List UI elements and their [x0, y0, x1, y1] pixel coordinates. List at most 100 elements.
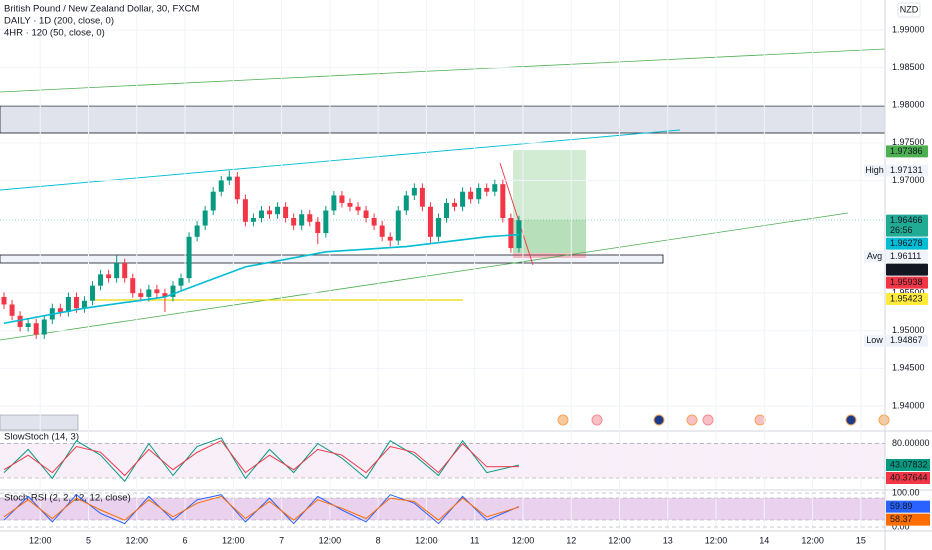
value-badge	[886, 513, 930, 526]
x-tick-label: 12:00	[801, 535, 824, 545]
y-tick-label: 1.97500	[892, 137, 925, 147]
stop-zone	[513, 253, 586, 258]
value-badge-label: 40.37644	[890, 472, 928, 482]
candle-body	[355, 206, 361, 211]
price-value: 1.96067	[890, 264, 923, 274]
zone	[0, 414, 79, 431]
currency-box[interactable]	[897, 2, 921, 18]
candle-body	[500, 184, 506, 219]
price-badge	[886, 214, 928, 237]
x-tick-label: 6	[183, 535, 188, 545]
stoch-band	[0, 498, 885, 520]
candle-body	[106, 274, 112, 279]
candle-body	[234, 176, 240, 200]
value-badge-label: 59.89	[890, 501, 913, 511]
candle-body	[41, 319, 47, 335]
price-badge	[886, 292, 928, 305]
candle-body	[339, 195, 345, 203]
y-tick-label: 1.99000	[892, 24, 925, 34]
x-tick-label: 7	[279, 535, 284, 545]
candle-body	[460, 191, 466, 207]
candle-body	[468, 191, 474, 200]
candle-body	[218, 180, 224, 192]
trend-line	[0, 212, 849, 341]
candle-body	[371, 218, 377, 226]
y-tick-label: 1.95500	[892, 288, 925, 298]
candle-body	[146, 289, 152, 297]
x-tick-label: 15	[856, 535, 866, 545]
candle-body	[162, 293, 168, 297]
x-tick-label: 12	[566, 535, 576, 545]
candle-body	[283, 206, 289, 219]
x-tick-label: 12:00	[512, 535, 535, 545]
x-tick-label: 12:00	[608, 535, 631, 545]
event-icon[interactable]	[557, 414, 569, 426]
event-icon[interactable]	[591, 414, 603, 426]
candle-body	[210, 191, 216, 211]
y-tick-label: 1.98500	[892, 62, 925, 72]
candle-body	[403, 195, 409, 211]
candle-body	[508, 218, 514, 249]
pane-title: Stoch RSI (2, 2, 12, 12, close)	[4, 493, 131, 504]
event-icon[interactable]	[754, 414, 766, 426]
x-tick-label: 5	[86, 535, 91, 545]
event-icon[interactable]	[653, 414, 665, 426]
currency: NZD	[900, 4, 919, 14]
candle-body	[25, 323, 31, 328]
candle-body	[202, 210, 208, 226]
candle-body	[307, 214, 313, 222]
price-badge	[886, 276, 928, 289]
candle-body	[98, 274, 104, 286]
candle-body	[484, 187, 490, 192]
oscillator-line	[3, 495, 520, 521]
x-tick-label: 12:00	[222, 535, 245, 545]
candle-body	[315, 221, 321, 234]
event-icon[interactable]	[686, 414, 698, 426]
event-icon[interactable]	[878, 414, 890, 426]
event-icon[interactable]	[702, 414, 714, 426]
candle-body	[275, 206, 281, 215]
candle-body	[114, 263, 120, 279]
price-tag-box	[864, 164, 885, 177]
price-badge	[886, 263, 928, 276]
x-tick-label: 11	[470, 535, 479, 545]
value-badge-label: 43.07832	[890, 459, 928, 469]
x-tick-label: 12:00	[319, 535, 342, 545]
price-badge	[886, 164, 928, 177]
price-badge	[886, 237, 928, 250]
x-tick-label: 12:00	[126, 535, 149, 545]
price-value: 1.95423	[890, 293, 923, 303]
price-tag-box	[864, 334, 885, 347]
candle-body	[130, 278, 136, 294]
candle-body	[242, 199, 248, 222]
indicator-label: 4HR · 120 (50, close, 0)	[4, 28, 105, 39]
candle-body	[250, 218, 256, 222]
y-tick-label: 1.94000	[892, 400, 925, 410]
candle-body	[299, 214, 305, 226]
candle-body	[90, 285, 96, 301]
price-value: 1.96278	[890, 238, 923, 248]
pane-title: SlowStoch (14, 3)	[4, 432, 79, 443]
candle-body	[323, 210, 329, 234]
price-value: 1.96466	[890, 215, 923, 225]
value-badge	[886, 472, 930, 485]
event-icon[interactable]	[845, 414, 857, 426]
candle-body	[9, 304, 15, 316]
event-icons	[557, 414, 890, 426]
value-badge	[886, 459, 930, 472]
price-value: 1.95938	[890, 277, 923, 287]
price-badge	[886, 334, 928, 347]
candle-body	[1, 296, 7, 305]
candle-body	[387, 236, 393, 241]
candle-body	[122, 263, 128, 279]
x-tick-label: 12:00	[415, 535, 438, 545]
candle-body	[347, 202, 353, 207]
candle-body	[452, 202, 458, 207]
candle-body	[419, 187, 425, 207]
moving-average	[3, 233, 519, 325]
candle-body	[427, 206, 433, 237]
candle-body	[81, 300, 87, 309]
candle-body	[154, 289, 160, 294]
chart-title: British Pound / New Zealand Dollar, 30, …	[4, 4, 199, 15]
